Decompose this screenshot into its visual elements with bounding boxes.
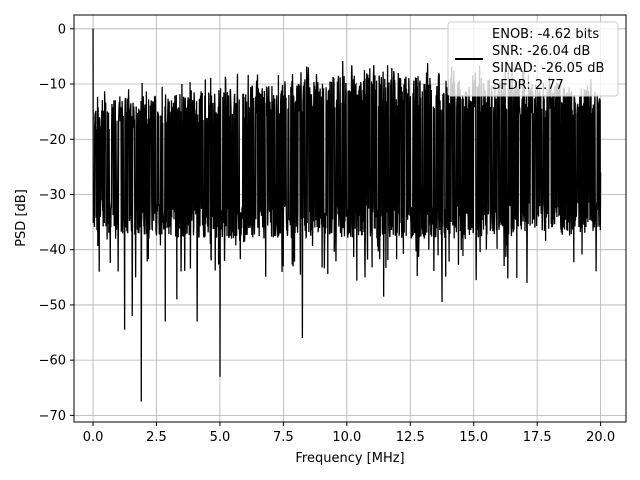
legend-box (447, 21, 619, 97)
x-tick-label: 7.5 (273, 430, 294, 445)
x-tick-label: 0.0 (83, 430, 104, 445)
x-tick-label: 10.0 (332, 430, 361, 445)
x-axis: 0.0 2.5 5.0 7.5 10.0 12.5 15.0 17.5 20.0 (83, 422, 615, 445)
legend-line-sfdr: SFDR: 2.77 (492, 78, 564, 93)
y-tick-label: −50 (39, 298, 66, 313)
y-axis: 0 −10 −20 −30 −40 −50 −60 −70 (39, 22, 74, 424)
y-tick-label: 0 (58, 22, 66, 37)
legend: ENOB: -4.62 bits SNR: -26.04 dB SINAD: -… (447, 21, 619, 97)
legend-line-snr: SNR: -26.04 dB (492, 44, 590, 59)
x-tick-label: 5.0 (210, 430, 231, 445)
y-tick-label: −60 (39, 354, 66, 369)
x-tick-label: 17.5 (523, 430, 552, 445)
x-axis-label: Frequency [MHz] (295, 451, 404, 466)
y-tick-label: −70 (39, 409, 66, 424)
x-tick-label: 20.0 (586, 430, 615, 445)
legend-line-enob: ENOB: -4.62 bits (492, 27, 599, 42)
x-tick-label: 12.5 (396, 430, 425, 445)
legend-line-sinad: SINAD: -26.05 dB (492, 61, 604, 76)
psd-series-line (92, 28, 602, 402)
y-axis-label: PSD [dB] (14, 189, 29, 247)
plot-area (92, 28, 602, 402)
y-tick-label: −10 (39, 78, 66, 93)
x-tick-label: 2.5 (146, 430, 167, 445)
x-tick-label: 15.0 (459, 430, 488, 445)
y-tick-label: −40 (39, 243, 66, 258)
y-tick-label: −20 (39, 133, 66, 148)
y-tick-label: −30 (39, 188, 66, 203)
plot-frame (73, 14, 627, 423)
